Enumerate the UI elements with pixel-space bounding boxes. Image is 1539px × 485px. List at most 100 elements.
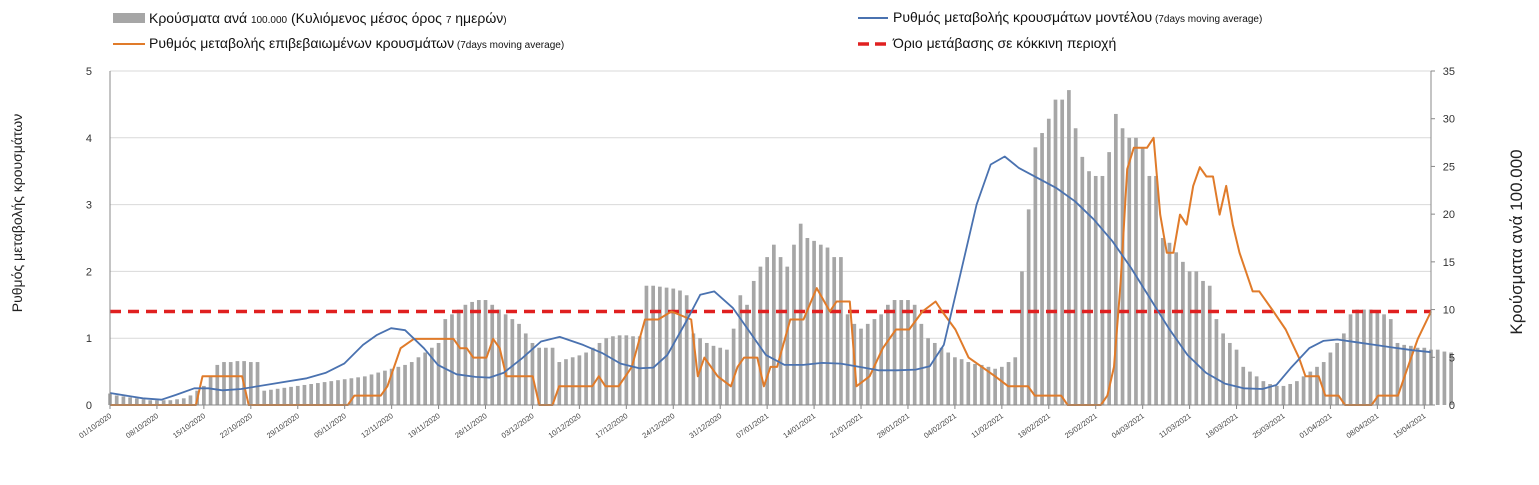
bar (611, 336, 615, 405)
bar (631, 336, 635, 405)
x-tick-label: 05/11/2020 (312, 411, 347, 440)
y-left-tick: 1 (86, 333, 92, 345)
bar (872, 319, 877, 405)
bar (416, 357, 421, 405)
bar (1268, 384, 1272, 405)
x-tick-label: 17/12/2020 (594, 411, 630, 440)
bar (584, 352, 588, 405)
bar (953, 357, 957, 405)
bar (208, 376, 213, 405)
bar (537, 347, 542, 405)
bar (362, 376, 367, 405)
bar (745, 304, 749, 405)
bar (1113, 113, 1118, 405)
bar (1348, 314, 1353, 405)
bar (946, 352, 951, 405)
legend: Κρούσματα ανά 100.000 (Κυλιόμενος μέσος … (113, 9, 1262, 51)
bar (1221, 333, 1225, 405)
bar (148, 400, 153, 405)
legend-threshold-label: Όριο μετάβασης σε κόκκινη περιοχή (892, 35, 1116, 51)
bar (1308, 371, 1313, 405)
bar (369, 374, 374, 405)
bar (389, 368, 394, 405)
bar (644, 285, 649, 405)
bar (175, 399, 179, 405)
bar (544, 347, 548, 405)
bar (926, 338, 930, 405)
legend-bars-label: Κρούσματα ανά 100.000 (Κυλιόμενος μέσος … (149, 10, 507, 26)
bar (275, 388, 280, 405)
y-right-axis-title: Κρούσματα ανά 100.000 (1507, 149, 1526, 334)
legend-confirmed-label: Ρυθμός μεταβολής επιβεβαιωμένων κρουσμάτ… (149, 35, 564, 51)
bar (845, 314, 850, 405)
bar (1201, 280, 1205, 405)
legend-model-label: Ρυθμός μεταβολής κρουσμάτων μοντέλου (7d… (893, 9, 1262, 25)
bar (986, 366, 991, 405)
bar (114, 395, 119, 405)
x-tick-label: 01/04/2021 (1298, 411, 1334, 440)
y-left-tick: 3 (86, 200, 92, 212)
bar (1160, 238, 1165, 405)
bar (248, 362, 253, 405)
bar (235, 361, 240, 405)
bar (168, 400, 173, 405)
bar (738, 295, 743, 405)
bar (336, 380, 340, 405)
bar (1187, 271, 1192, 405)
bar (510, 319, 515, 405)
bar (993, 368, 997, 405)
bar (1167, 242, 1172, 405)
bar (1362, 309, 1366, 405)
bar (1120, 128, 1125, 405)
bar (409, 362, 414, 405)
bar (1315, 366, 1319, 405)
y-right-tick: 35 (1443, 66, 1455, 78)
bar (1194, 271, 1199, 405)
bar (443, 319, 448, 405)
bar (470, 301, 474, 405)
bar (222, 362, 226, 405)
bar (751, 280, 756, 405)
x-tick-label: 26/11/2020 (453, 411, 488, 440)
bar (1375, 311, 1380, 405)
y-right-tick: 25 (1443, 161, 1455, 173)
bar (1288, 384, 1293, 405)
bar (671, 288, 676, 405)
x-tick-label: 22/10/2020 (218, 411, 254, 440)
y-left-tick: 0 (86, 400, 92, 412)
x-tick-label: 14/01/2021 (781, 411, 817, 440)
model-line (109, 155, 1432, 401)
bar (590, 347, 595, 405)
bar (1060, 99, 1065, 405)
x-tick-label: 18/03/2021 (1204, 411, 1240, 440)
bar (483, 300, 488, 405)
bar (597, 342, 602, 405)
x-tick-label: 01/10/2020 (77, 411, 113, 440)
y-left-tick: 4 (86, 133, 92, 145)
bar (255, 362, 260, 405)
bar (349, 378, 354, 405)
bar (1026, 209, 1031, 405)
bar (1388, 319, 1393, 405)
bar (832, 257, 837, 405)
x-tick-label: 29/10/2020 (265, 411, 301, 440)
y-right-tick: 15 (1443, 257, 1455, 269)
bar (309, 384, 314, 405)
x-tick-label: 18/02/2021 (1016, 411, 1052, 440)
x-tick-label: 11/03/2021 (1157, 411, 1192, 440)
bar (1341, 333, 1346, 405)
bar (624, 335, 629, 405)
bar (725, 349, 729, 405)
bar (1254, 376, 1259, 405)
bar (979, 364, 984, 405)
bar (1181, 261, 1185, 405)
bar (1435, 349, 1440, 405)
bar (805, 238, 810, 405)
bar (637, 336, 642, 405)
bar (403, 364, 407, 405)
bar (1107, 152, 1111, 405)
bar (141, 399, 146, 405)
bar (691, 333, 696, 405)
bar (711, 345, 716, 405)
x-tick-label: 25/02/2021 (1063, 411, 1099, 440)
